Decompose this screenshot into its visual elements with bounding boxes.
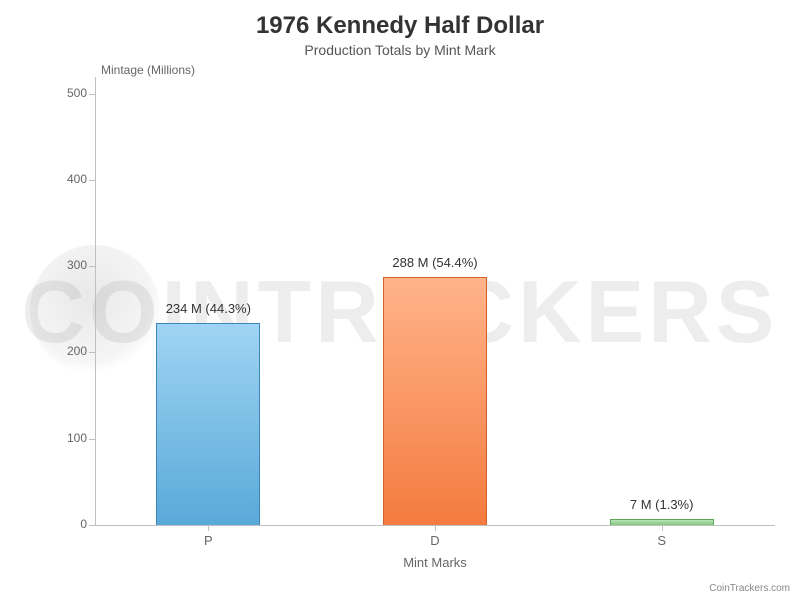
x-axis-label: Mint Marks — [375, 555, 495, 570]
y-tick-label: 0 — [47, 517, 87, 531]
bar-D — [383, 277, 487, 525]
y-tick — [89, 180, 95, 181]
chart-subtitle: Production Totals by Mint Mark — [0, 42, 800, 58]
x-tick-label: D — [405, 533, 465, 548]
x-tick-label: P — [178, 533, 238, 548]
y-axis — [95, 77, 96, 525]
y-tick — [89, 352, 95, 353]
bar-value-label: 288 M (54.4%) — [355, 255, 515, 270]
x-tick — [435, 525, 436, 531]
y-tick — [89, 94, 95, 95]
x-tick — [208, 525, 209, 531]
y-tick-label: 500 — [47, 86, 87, 100]
y-tick-label: 300 — [47, 258, 87, 272]
y-tick-label: 200 — [47, 344, 87, 358]
chart-title: 1976 Kennedy Half Dollar — [0, 0, 800, 40]
y-tick — [89, 525, 95, 526]
y-tick-label: 400 — [47, 172, 87, 186]
y-tick-label: 100 — [47, 431, 87, 445]
x-tick — [662, 525, 663, 531]
y-tick — [89, 439, 95, 440]
x-tick-label: S — [632, 533, 692, 548]
y-axis-label: Mintage (Millions) — [101, 63, 195, 77]
y-tick — [89, 266, 95, 267]
bar-P — [156, 323, 260, 525]
credit-text: CoinTrackers.com — [709, 583, 790, 594]
bar-value-label: 234 M (44.3%) — [128, 301, 288, 316]
bar-value-label: 7 M (1.3%) — [582, 497, 742, 512]
